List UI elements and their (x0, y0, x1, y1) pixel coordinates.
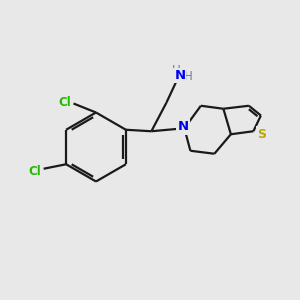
Text: Cl: Cl (58, 95, 71, 109)
Text: H: H (172, 64, 180, 77)
Text: N: N (177, 120, 188, 133)
Text: N: N (174, 69, 185, 82)
Text: S: S (257, 128, 266, 141)
Text: H: H (184, 70, 192, 83)
Text: Cl: Cl (28, 165, 41, 178)
